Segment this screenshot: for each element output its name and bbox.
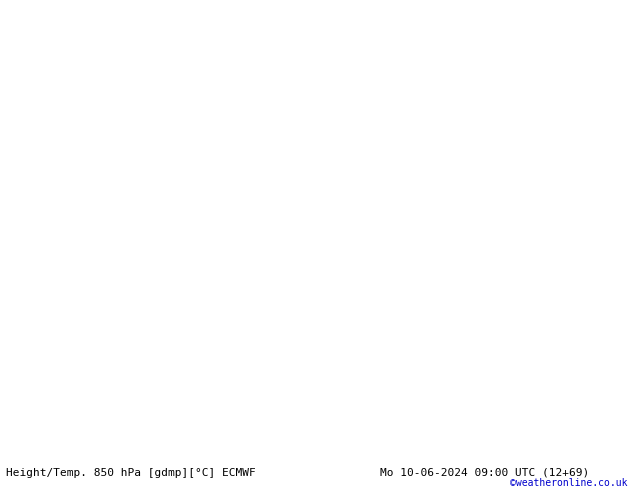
Text: Mo 10-06-2024 09:00 UTC (12+69): Mo 10-06-2024 09:00 UTC (12+69) <box>380 468 590 478</box>
Text: Height/Temp. 850 hPa [gdmp][°C] ECMWF: Height/Temp. 850 hPa [gdmp][°C] ECMWF <box>6 468 256 478</box>
Text: ©weatheronline.co.uk: ©weatheronline.co.uk <box>510 478 628 488</box>
